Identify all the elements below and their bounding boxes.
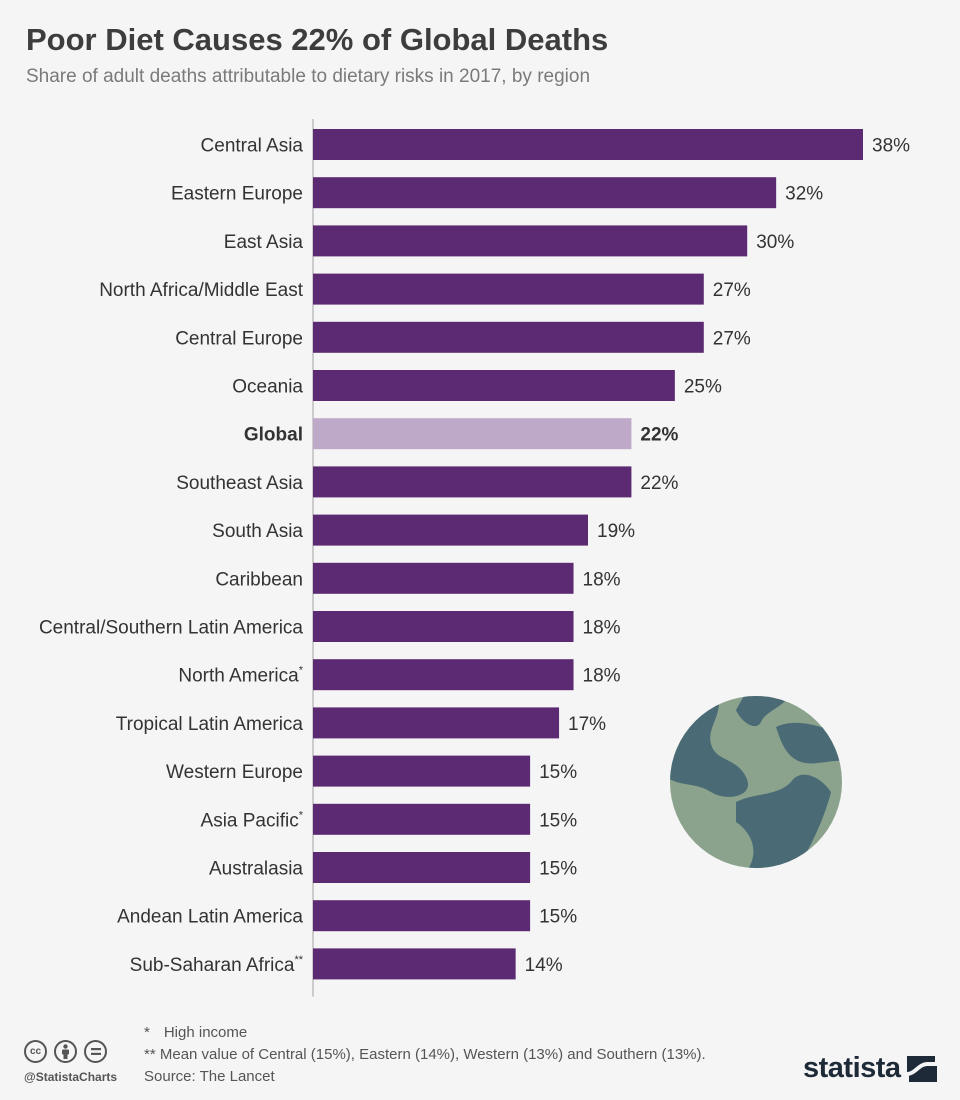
- bar: [313, 129, 863, 160]
- bar: [313, 370, 675, 401]
- category-label: Southeast Asia: [176, 473, 303, 494]
- bar: [313, 273, 704, 305]
- value-label: 15%: [539, 810, 577, 831]
- value-label: 15%: [539, 907, 577, 928]
- bar: [313, 562, 574, 594]
- statista-handle: @StatistaCharts: [24, 1070, 118, 1084]
- bar: [313, 514, 588, 546]
- category-label: Central Asia: [201, 136, 304, 157]
- category-label: Central/Southern Latin America: [39, 618, 303, 639]
- attribution-icon: [54, 1040, 77, 1063]
- footnote-star-symbol: *: [144, 1024, 150, 1041]
- value-label: 18%: [583, 666, 621, 687]
- value-label: 15%: [539, 859, 577, 880]
- cc-icon: cc: [24, 1040, 47, 1063]
- value-label: 27%: [713, 328, 751, 349]
- footnote-high-income: * High income: [144, 1022, 706, 1044]
- value-label: 32%: [785, 184, 823, 205]
- value-label: 22%: [640, 473, 678, 494]
- value-label: 22%: [640, 425, 678, 446]
- category-label: Asia Pacific*: [201, 809, 304, 831]
- value-label: 14%: [525, 955, 563, 976]
- brand-wordmark: statista: [803, 1052, 901, 1084]
- value-label: 18%: [583, 569, 621, 590]
- category-label: North America*: [178, 665, 303, 687]
- source-text: Source: The Lancet: [144, 1068, 275, 1085]
- bar: [313, 852, 531, 883]
- bar: [313, 177, 777, 209]
- bar: [313, 611, 574, 642]
- category-label: Eastern Europe: [171, 184, 303, 205]
- footnotes: * High income ** Mean value of Central (1…: [144, 1022, 706, 1088]
- bar-chart: Central Asia 38% Eastern Europe 32% East Asi…: [39, 119, 910, 997]
- chart-title: Poor Diet Causes 22% of Global Deaths: [26, 22, 609, 57]
- bar: [313, 948, 516, 980]
- bar: [313, 803, 531, 835]
- category-label: Australasia: [209, 859, 303, 880]
- chart-subtitle: Share of adult deaths attributable to di…: [26, 66, 591, 87]
- footnote-double-star-text: Mean value of Central (15%), Eastern (14…: [159, 1046, 706, 1063]
- bar: [313, 900, 531, 932]
- bar: [313, 321, 704, 353]
- value-label: 38%: [872, 136, 910, 157]
- bar: [313, 225, 748, 257]
- category-label: Western Europe: [166, 762, 303, 783]
- bar: [313, 466, 632, 498]
- statista-logo: statista: [803, 1052, 937, 1085]
- bar: [313, 659, 574, 691]
- value-label: 15%: [539, 762, 577, 783]
- category-label: Oceania: [232, 377, 303, 398]
- bar: [313, 755, 531, 787]
- license-icons: cc: [24, 1040, 107, 1063]
- category-label: Sub-Saharan Africa**: [130, 954, 304, 976]
- category-label: Tropical Latin America: [116, 714, 304, 735]
- category-label: Caribbean: [215, 569, 303, 590]
- value-label: 18%: [583, 618, 621, 639]
- value-label: 27%: [713, 280, 751, 301]
- no-derivatives-icon: [84, 1040, 107, 1063]
- value-label: 30%: [756, 232, 794, 253]
- value-label: 19%: [597, 521, 635, 542]
- footnote-double-star-symbol: **: [144, 1046, 156, 1063]
- footnote-mean-value: ** Mean value of Central (15%), Eastern …: [144, 1044, 706, 1066]
- category-label: East Asia: [224, 232, 304, 253]
- globe-icon: [670, 696, 842, 868]
- category-label: Central Europe: [175, 328, 303, 349]
- category-label: Global: [244, 425, 303, 446]
- footnote-star-text: High income: [163, 1024, 248, 1041]
- bar: [313, 707, 560, 739]
- bar: [313, 418, 632, 450]
- category-label: North Africa/Middle East: [99, 280, 304, 301]
- statista-mark-icon: [906, 1055, 937, 1082]
- value-label: 17%: [568, 714, 606, 735]
- value-label: 25%: [684, 377, 722, 398]
- category-label: Andean Latin America: [117, 907, 303, 928]
- category-label: South Asia: [212, 521, 303, 542]
